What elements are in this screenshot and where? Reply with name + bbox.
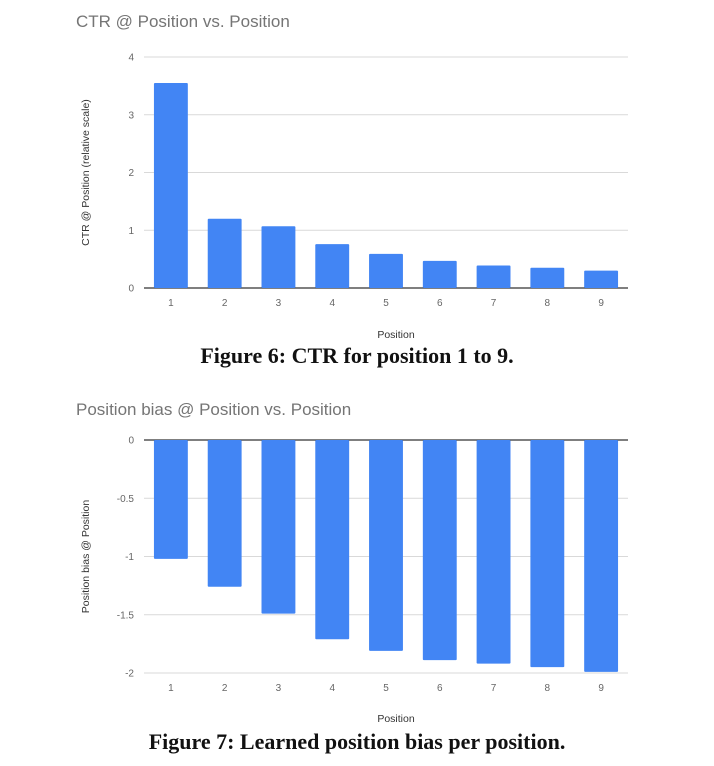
bar (422, 440, 457, 661)
chart-title: Position bias @ Position vs. Position (76, 400, 352, 419)
position-bias-chart-block: Position bias @ Position vs. Position 0 -… (0, 385, 714, 766)
x-tick-label: 3 (276, 298, 282, 309)
figure-caption: Figure 6: CTR for position 1 to 9. (200, 343, 514, 368)
x-tick-label: 7 (491, 683, 497, 694)
y-tick-label: 0 (128, 436, 134, 447)
bar (422, 260, 457, 288)
bar (476, 265, 511, 288)
bar (153, 440, 188, 559)
x-axis-title: Position (377, 713, 415, 725)
bar (584, 270, 619, 288)
x-tick-label: 5 (383, 298, 389, 309)
bar (584, 440, 619, 672)
ctr-chart-block: CTR @ Position vs. Position 0 1 2 3 4 1 2 3 4 5 6 7… (76, 12, 628, 368)
bar (369, 253, 403, 288)
x-tick-label: 6 (437, 683, 443, 694)
bar (153, 82, 188, 288)
y-axis-title: Position bias @ Position (80, 500, 92, 614)
bar (315, 244, 350, 288)
bar (315, 440, 350, 640)
x-tick-label: 9 (598, 298, 604, 309)
x-tick-label: 7 (491, 298, 497, 309)
bar (530, 440, 565, 668)
bar (261, 440, 296, 614)
x-tick-label: 3 (276, 683, 282, 694)
bar (207, 440, 242, 587)
y-tick-label: -0.5 (117, 494, 135, 505)
bar (476, 440, 511, 664)
x-tick-label: 9 (598, 683, 604, 694)
x-tick-label: 2 (222, 683, 228, 694)
x-axis-title: Position (377, 329, 415, 341)
position-bias-bar-chart: 0 -0.5 -1 -1.5 -2 1 2 3 4 5 6 7 8 9 Position Position b… (80, 436, 628, 725)
y-tick-label: 2 (128, 168, 134, 179)
y-tick-label: 0 (128, 284, 134, 295)
x-tick-label: 8 (545, 298, 551, 309)
x-tick-label: 8 (545, 683, 551, 694)
bar (530, 267, 565, 288)
x-tick-label: 4 (329, 298, 335, 309)
y-axis-title: CTR @ Position (relative scale) (80, 99, 92, 246)
bar (207, 218, 242, 288)
y-tick-label: 3 (128, 110, 134, 121)
y-tick-label: 1 (128, 226, 134, 237)
x-tick-label: 1 (168, 298, 174, 309)
bar (369, 440, 403, 651)
x-tick-label: 4 (329, 683, 335, 694)
chart-title: CTR @ Position vs. Position (76, 12, 290, 31)
x-tick-label: 2 (222, 298, 228, 309)
x-tick-label: 5 (383, 683, 389, 694)
y-tick-label: -1.5 (117, 610, 135, 621)
x-tick-label: 1 (168, 683, 174, 694)
ctr-bar-chart: 0 1 2 3 4 1 2 3 4 5 6 7 8 9 Position CTR @ Position (re… (80, 53, 628, 341)
figure-caption: Figure 7: Learned position bias per posi… (148, 729, 566, 754)
bar (261, 226, 296, 288)
x-tick-label: 6 (437, 298, 443, 309)
y-tick-label: -1 (125, 552, 134, 563)
y-tick-label: 4 (128, 53, 134, 64)
y-tick-label: -2 (125, 669, 134, 680)
